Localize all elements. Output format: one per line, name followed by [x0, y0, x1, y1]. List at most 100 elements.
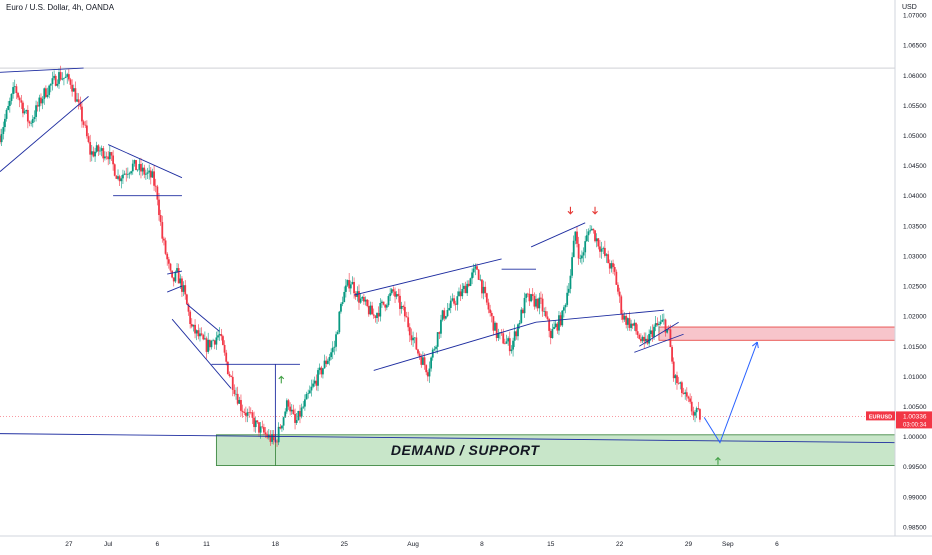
candle-body: [151, 171, 154, 178]
candle-body: [4, 118, 6, 128]
candle-body: [592, 228, 595, 231]
candle-body: [522, 309, 524, 314]
candle-body: [399, 295, 401, 309]
candle-body: [561, 310, 564, 326]
trend-line: [530, 222, 586, 248]
candle-body: [323, 360, 326, 369]
candle-body: [664, 319, 667, 333]
candle-body: [23, 111, 26, 114]
candle-body: [535, 298, 537, 307]
candle-body: [462, 285, 465, 289]
candle-body: [648, 334, 651, 344]
candle-body: [484, 286, 487, 294]
candle-body: [61, 78, 64, 80]
candle-body: [367, 306, 370, 315]
candle-body: [67, 74, 70, 80]
candle-body: [299, 411, 301, 417]
candle-body: [610, 263, 613, 269]
candle-body: [212, 340, 214, 341]
candle-body: [169, 263, 172, 271]
candle-body: [335, 334, 337, 347]
candle-body: [444, 316, 447, 319]
candle-body: [130, 171, 133, 174]
candle-body: [90, 151, 93, 155]
candle-body: [318, 367, 321, 371]
candle-body: [684, 392, 687, 394]
candle-body: [625, 315, 628, 325]
candle-body: [333, 346, 336, 348]
candle-body: [520, 309, 523, 323]
candle-body: [523, 297, 526, 314]
candle-body: [135, 160, 137, 171]
candle-body: [677, 383, 680, 384]
last-price-label: EURUSD 1.00336 03:00:34: [0, 411, 932, 429]
candle-body: [187, 304, 190, 312]
candle-body: [617, 284, 619, 292]
candle-body: [215, 337, 218, 345]
candle-body: [253, 417, 255, 428]
candle-body: [54, 75, 57, 86]
candle-body: [553, 326, 555, 330]
candle-body: [154, 185, 157, 187]
candle-body: [528, 293, 531, 302]
candle-body: [51, 78, 54, 85]
candle-body: [58, 72, 60, 84]
candle-body: [290, 409, 293, 412]
price-axis[interactable]: 1.07000 1.06500 1.06000 1.05500 1.05000 1.045…: [903, 13, 927, 532]
candle-body: [531, 294, 534, 297]
candle-body: [636, 331, 639, 335]
candle-body: [626, 318, 629, 325]
candle-body: [489, 309, 492, 313]
candle-body: [222, 336, 224, 345]
candle-body: [679, 382, 682, 384]
trend-line: [535, 309, 664, 323]
candle-body: [659, 321, 662, 325]
candle-body: [269, 434, 272, 442]
candle-body: [425, 365, 428, 373]
candle-body: [384, 304, 387, 308]
y-tick-label: 1.01500: [903, 344, 927, 351]
candle-body: [236, 393, 239, 404]
candle-body: [287, 400, 290, 407]
candle-body: [361, 296, 364, 299]
candle-body: [44, 88, 47, 97]
candle-body: [153, 171, 155, 186]
x-tick-label: 6: [775, 541, 779, 548]
candle-body: [43, 88, 46, 99]
x-tick-label: 11: [203, 541, 210, 548]
candle-body: [495, 322, 498, 339]
y-tick-label: 1.05500: [903, 103, 927, 110]
candle-body: [507, 338, 510, 342]
candle-body: [653, 326, 655, 337]
candle-body: [99, 150, 101, 152]
candle-body: [66, 74, 69, 77]
candle-body: [59, 72, 62, 80]
candle-body: [72, 88, 75, 92]
candle-body: [336, 332, 339, 335]
candle-body: [197, 330, 200, 337]
candle-body: [240, 399, 242, 411]
candle-body: [49, 84, 52, 86]
candle-body: [107, 156, 110, 160]
candle-body: [474, 266, 477, 269]
zones: DEMAND / SUPPORT: [215, 326, 896, 466]
candle-body: [35, 105, 37, 117]
candle-body: [41, 98, 44, 104]
candle-body: [497, 333, 500, 339]
candle-body: [158, 199, 160, 216]
y-tick-label: 1.04500: [903, 163, 927, 170]
trend-line: [634, 333, 684, 353]
candle-body: [618, 291, 621, 297]
candle-body: [546, 316, 549, 320]
candle-body: [595, 238, 598, 242]
candle-body: [163, 238, 165, 241]
candle-body: [31, 118, 34, 123]
time-axis[interactable]: 27 Jul 6 11 18 25 Aug 8 15 22 29 Sep 6: [65, 541, 779, 548]
candle-body: [376, 313, 378, 318]
candle-body: [195, 330, 198, 334]
y-tick-label: 1.05000: [903, 133, 927, 140]
candle-body: [254, 420, 257, 428]
candle-body: [192, 324, 195, 327]
